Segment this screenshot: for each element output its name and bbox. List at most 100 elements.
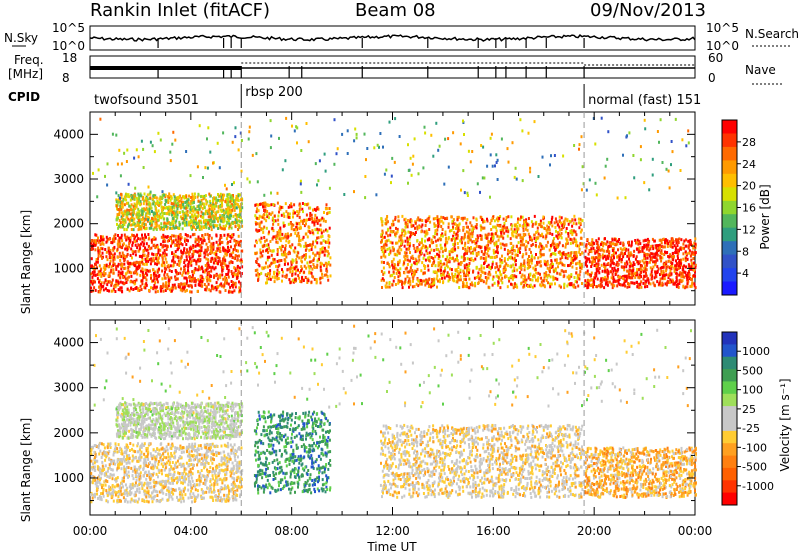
scatter-cell xyxy=(137,207,140,211)
scatter-cell xyxy=(224,281,227,285)
scatter-cell xyxy=(211,265,214,269)
scatter-cell xyxy=(121,211,123,215)
scatter-cell xyxy=(506,264,509,268)
scatter-cell xyxy=(308,217,310,221)
scatter-cell xyxy=(438,217,441,221)
scatter-cell xyxy=(125,228,128,232)
scatter-cell xyxy=(551,232,554,236)
scatter-cell xyxy=(554,248,557,252)
scatter-cell xyxy=(442,221,445,225)
scatter-cell xyxy=(215,250,218,254)
scatter-cell xyxy=(566,256,569,260)
scatter-cell xyxy=(293,278,296,282)
scatter-cell xyxy=(555,245,558,249)
scatter-cell xyxy=(308,230,311,233)
scatter-cell xyxy=(472,227,475,230)
scatter-cell xyxy=(531,222,534,226)
scatter-cell xyxy=(503,247,506,251)
scatter-cell xyxy=(215,281,218,285)
scatter-cell xyxy=(276,231,279,234)
scatter-cell xyxy=(143,286,146,289)
scatter-cell xyxy=(640,280,643,284)
scatter-cell xyxy=(141,267,144,271)
scatter-cell xyxy=(134,250,137,253)
scatter-cell xyxy=(230,270,233,273)
scatter-cell xyxy=(491,216,494,220)
scatter-cell xyxy=(503,231,506,235)
scatter-cell xyxy=(184,264,187,268)
scatter-cell xyxy=(225,276,228,280)
scatter-cell xyxy=(134,224,137,228)
scatter-cell xyxy=(529,238,532,242)
scatter-cell xyxy=(434,264,437,268)
scatter-cell xyxy=(151,252,154,256)
scatter-cell xyxy=(483,252,486,256)
scatter-cell xyxy=(495,226,498,230)
scatter-cell xyxy=(177,205,180,208)
scatter-cell xyxy=(603,242,606,246)
scatter-cell xyxy=(380,240,382,244)
scatter-cell xyxy=(201,241,204,245)
scatter-cell xyxy=(201,215,204,219)
scatter-cell xyxy=(316,221,319,225)
scatter-cell xyxy=(190,196,193,199)
scatter-cell xyxy=(420,269,423,273)
scatter-cell xyxy=(592,285,595,289)
scatter-cell xyxy=(116,242,119,246)
freq-left-bottom: 8 xyxy=(62,71,70,85)
scatter-cell xyxy=(439,243,442,247)
scatter-cell xyxy=(174,238,177,242)
scatter-cell xyxy=(267,243,270,247)
scatter-cell xyxy=(139,273,142,277)
scatter-cell xyxy=(152,268,154,272)
scatter-cell xyxy=(522,279,525,283)
scatter-cell xyxy=(163,254,166,258)
scatter-cell xyxy=(642,281,645,285)
scatter-cell xyxy=(552,278,555,282)
scatter-cell xyxy=(174,243,177,247)
scatter-cell xyxy=(234,269,237,272)
scatter-cell xyxy=(258,222,261,226)
scatter-cell xyxy=(654,273,657,277)
scatter-cell xyxy=(546,240,549,244)
scatter-cell xyxy=(103,264,106,267)
scatter-cell xyxy=(567,254,570,258)
scatter-cell xyxy=(468,261,471,265)
scatter-cell xyxy=(437,257,440,261)
scatter-cell xyxy=(215,255,218,259)
scatter-cell xyxy=(194,207,197,211)
scatter-cell xyxy=(325,267,328,271)
scatter-cell xyxy=(107,249,110,253)
scatter-cell xyxy=(181,273,184,277)
scatter-cell xyxy=(148,207,151,211)
scatter-cell xyxy=(533,275,536,279)
scatter-cell xyxy=(316,241,319,245)
scatter-cell xyxy=(211,257,214,261)
scatter-cell xyxy=(174,198,177,202)
scatter-cell xyxy=(117,239,120,243)
scatter-cell xyxy=(552,239,555,243)
scatter-cell xyxy=(635,255,638,259)
scatter-cell xyxy=(146,268,149,272)
scatter-cell xyxy=(398,259,401,263)
scatter-cell xyxy=(404,280,406,284)
scatter-cell xyxy=(101,247,104,251)
scatter-cell xyxy=(178,220,181,224)
scatter-cell xyxy=(692,257,695,260)
scatter-cell xyxy=(255,222,257,226)
scatter-cell xyxy=(274,276,277,280)
scatter-cell xyxy=(155,254,158,258)
scatter-cell xyxy=(422,271,425,275)
scatter-cell xyxy=(170,276,173,280)
scatter-cell xyxy=(436,252,439,256)
scatter-cell xyxy=(138,254,141,258)
scatter-cell xyxy=(437,253,440,257)
scatter-cell xyxy=(148,269,151,273)
scatter-cell xyxy=(278,259,281,263)
scatter-cell xyxy=(147,259,150,263)
scatter-cell xyxy=(385,243,388,247)
scatter-cell xyxy=(296,226,299,229)
scatter-cell xyxy=(272,229,275,233)
scatter-cell xyxy=(237,243,240,247)
